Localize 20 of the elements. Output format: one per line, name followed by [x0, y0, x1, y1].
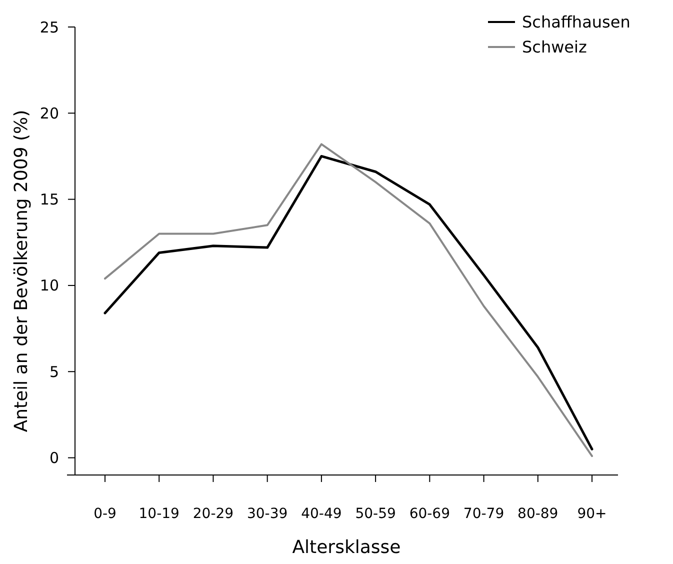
y-tick-label: 20: [40, 104, 59, 122]
x-tick-label: 50-59: [355, 506, 396, 522]
x-tick-label: 60-69: [409, 506, 450, 522]
x-axis-title: Altersklasse: [292, 537, 401, 558]
y-tick-label: 25: [40, 18, 59, 36]
legend-label: Schweiz: [522, 38, 587, 57]
y-tick-label: 15: [40, 190, 59, 209]
x-tick-label: 30-39: [246, 506, 288, 522]
y-axis-title: Anteil an der Bevölkerung 2009 (%): [11, 110, 32, 432]
x-tick-label: 80-89: [518, 506, 558, 522]
x-tick-label: 90+: [577, 506, 607, 522]
y-tick-label: 0: [49, 449, 59, 468]
legend-label: Schaffhausen: [522, 12, 630, 32]
x-tick-label: 70-79: [463, 506, 504, 522]
x-tick-label: 40-49: [301, 506, 342, 522]
x-tick-label: 10-19: [138, 506, 180, 522]
x-tick-label: 0-9: [94, 506, 116, 522]
x-tick-label: 20-29: [192, 506, 234, 522]
y-tick-label: 10: [40, 276, 59, 295]
y-tick-label: 5: [49, 362, 59, 381]
